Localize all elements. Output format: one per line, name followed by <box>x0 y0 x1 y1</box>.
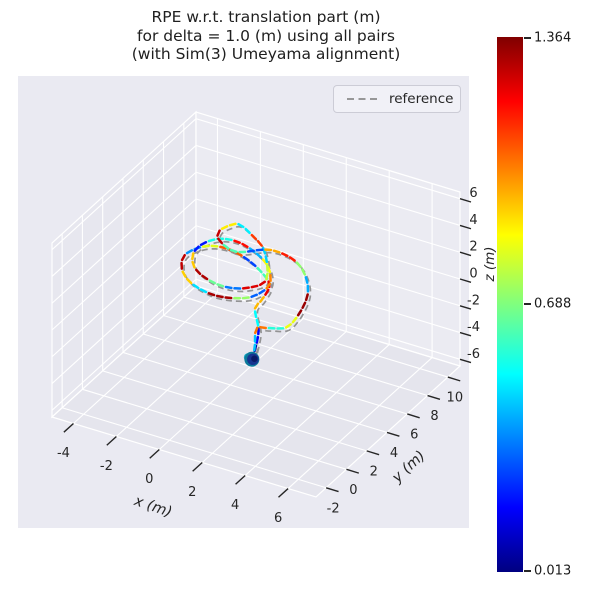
svg-text:x (m): x (m) <box>131 493 174 521</box>
legend-label: reference <box>389 91 454 107</box>
svg-text:2: 2 <box>370 464 378 479</box>
svg-text:8: 8 <box>430 409 438 424</box>
svg-text:-2: -2 <box>100 459 113 474</box>
svg-text:-6: -6 <box>467 347 480 362</box>
colorbar-tick-mark-min <box>524 570 531 572</box>
svg-text:2: 2 <box>469 240 477 255</box>
svg-text:6: 6 <box>274 511 282 526</box>
svg-text:4: 4 <box>469 213 477 228</box>
colorbar-tick-max: 1.364 <box>534 30 572 46</box>
svg-text:4: 4 <box>231 498 239 513</box>
svg-text:0: 0 <box>349 483 357 498</box>
colorbar-tick-mark-mid <box>524 303 531 305</box>
svg-text:4: 4 <box>390 446 398 461</box>
dashed-line-icon <box>347 98 379 100</box>
svg-text:-2: -2 <box>327 501 340 516</box>
svg-text:2: 2 <box>188 485 196 500</box>
svg-text:6: 6 <box>410 427 418 442</box>
svg-text:10: 10 <box>447 391 464 406</box>
svg-text:-4: -4 <box>467 320 480 335</box>
svg-text:0: 0 <box>469 267 477 282</box>
plot-title: RPE w.r.t. translation part (m) for delt… <box>132 8 401 64</box>
legend-box: reference <box>333 85 461 113</box>
title-line-2: for delta = 1.0 (m) using all pairs <box>137 26 395 45</box>
svg-text:6: 6 <box>469 186 477 201</box>
title-line-3: (with Sim(3) Umeyama alignment) <box>131 45 401 63</box>
colorbar-tick-mid: 0.688 <box>534 296 572 312</box>
title-line-1: RPE w.r.t. translation part (m) <box>151 8 381 26</box>
svg-text:0: 0 <box>145 472 153 487</box>
svg-text:-2: -2 <box>467 293 480 308</box>
svg-text:-4: -4 <box>57 446 70 461</box>
colorbar-tick-min: 0.013 <box>534 563 572 579</box>
svg-text:z (m): z (m) <box>482 246 498 282</box>
colorbar-tick-mark-max <box>524 37 531 39</box>
colorbar-gradient <box>497 37 523 572</box>
